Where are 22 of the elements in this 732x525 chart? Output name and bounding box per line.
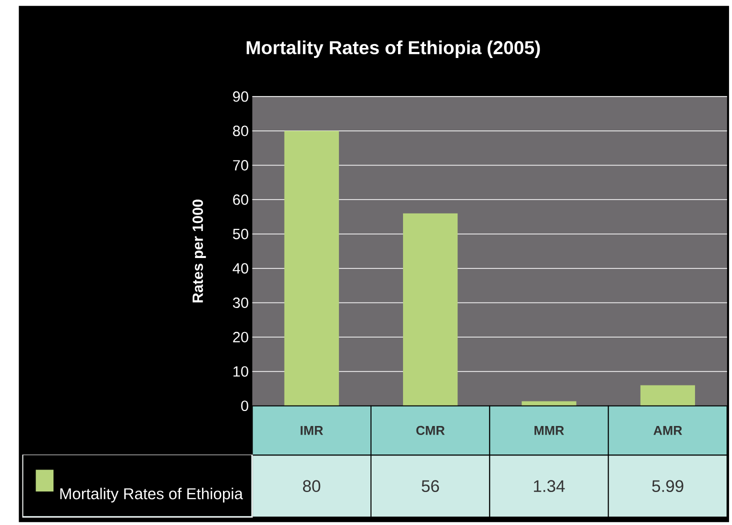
y-axis-title: Rates per 1000 [192, 200, 206, 302]
data-label: 56 [422, 480, 439, 492]
chart-title: Mortality Rates of Ethiopia (2005) [246, 40, 540, 58]
y-tick-label: 80 [233, 126, 248, 136]
x-tick-label: IMR [300, 426, 324, 435]
bar [640, 385, 696, 406]
y-tick-label: 40 [232, 263, 248, 274]
legend-label: Mortality Rates of Ethiopia [60, 488, 243, 502]
y-tick-label: 30 [232, 298, 248, 308]
y-tick-label: 90 [233, 91, 248, 102]
y-tick-label: 0 [241, 400, 248, 412]
x-tick-label: MMR [534, 426, 564, 435]
x-tick-label: CMR [416, 426, 445, 435]
y-tick-label: 60 [233, 194, 248, 205]
data-label: 80 [303, 480, 320, 492]
x-tick-label: AMR [654, 426, 682, 435]
y-tick-label: 20 [233, 332, 248, 342]
y-tick-label: 50 [232, 228, 248, 240]
data-label: 5.99 [652, 480, 684, 492]
y-tick-label: 70 [233, 160, 248, 170]
y-tick-label: 10 [234, 366, 248, 377]
data-label: 1.34 [534, 480, 565, 492]
